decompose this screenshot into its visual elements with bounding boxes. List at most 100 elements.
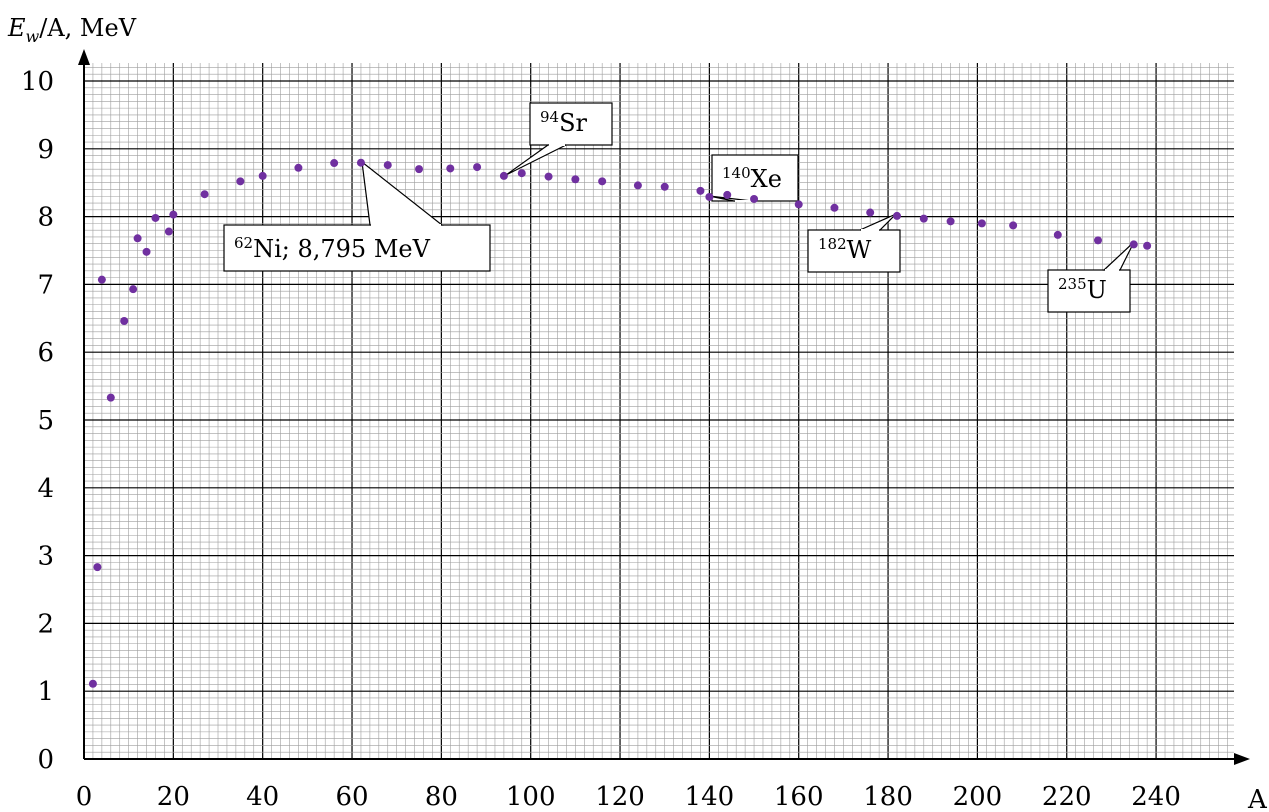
data-point	[356, 158, 365, 167]
data-point	[294, 163, 303, 172]
x-tick-label: 120	[595, 782, 645, 812]
annotation-label: 182W	[818, 235, 872, 264]
data-point	[142, 247, 151, 256]
chart-annotations: 62Ni; 8,795 MeV 94Sr 140Xe 182W 235U	[223, 102, 1135, 313]
data-point	[696, 186, 705, 195]
x-tick-label: 20	[157, 782, 190, 812]
x-tick-label: 80	[425, 782, 458, 812]
annotation-element: Xe	[751, 165, 782, 193]
data-point	[169, 210, 178, 219]
y-tick-label: 4	[37, 474, 54, 504]
y-tick-label: 5	[37, 406, 54, 436]
annotation-label: 94Sr	[540, 108, 588, 137]
annotation-element: Sr	[559, 109, 587, 137]
y-tick-label: 6	[37, 338, 54, 368]
y-tick-label: 3	[37, 542, 54, 572]
x-tick-label: 180	[863, 782, 913, 812]
data-point	[236, 177, 245, 186]
x-tick-label: 100	[506, 782, 556, 812]
data-point	[660, 182, 669, 191]
y-tick-label: 1	[37, 677, 54, 707]
y-axis-arrow	[78, 49, 90, 65]
x-tick-label: 220	[1042, 782, 1092, 812]
chart-points	[88, 158, 1152, 688]
chart-tick-labels: 0 20 40 60 80 100 120 140 160 180 200 220 240 0 1 2 3 4 5 6…	[21, 67, 1181, 812]
data-point	[1009, 221, 1018, 230]
data-point	[258, 171, 267, 180]
data-point	[750, 194, 759, 203]
data-point	[383, 161, 392, 170]
data-point	[705, 192, 714, 201]
data-point	[330, 159, 339, 168]
data-point	[598, 177, 607, 186]
y-tick-label: 8	[37, 203, 54, 233]
data-point	[1094, 236, 1103, 245]
annotation-w: 182W	[807, 213, 901, 273]
annotation-sr: 94Sr	[505, 102, 613, 176]
data-point	[473, 163, 482, 172]
data-point	[151, 213, 160, 222]
annotation-label: 140Xe	[722, 164, 782, 193]
y-tick-label: 10	[21, 67, 54, 97]
data-point	[133, 234, 142, 243]
chart-axes	[78, 49, 1250, 765]
annotation-label: 235U	[1058, 275, 1107, 304]
data-point	[866, 208, 875, 217]
annotation-mass: 62	[234, 234, 253, 252]
data-point	[830, 203, 839, 212]
annotation-element: Ni; 8,795 MeV	[253, 235, 431, 263]
data-point	[97, 275, 106, 284]
annotation-box	[223, 224, 491, 272]
annotation-pointer	[505, 144, 567, 176]
data-point	[88, 679, 97, 688]
annotation-u: 235U	[1047, 241, 1135, 313]
data-point	[446, 164, 455, 173]
data-point	[723, 190, 732, 199]
annotation-mass: 182	[818, 235, 847, 253]
chart-grid	[84, 63, 1234, 759]
annotation-element: U	[1087, 276, 1107, 304]
x-tick-label: 60	[335, 782, 368, 812]
data-point	[1053, 230, 1062, 239]
x-tick-label: 240	[1131, 782, 1181, 812]
data-point	[415, 165, 424, 174]
data-point	[164, 227, 173, 236]
x-tick-label: 40	[246, 782, 279, 812]
annotation-xe: 140Xe	[708, 154, 799, 202]
annotation-box	[807, 229, 901, 273]
x-tick-label: 0	[76, 782, 93, 812]
y-tick-label: 9	[37, 135, 54, 165]
y-tick-label: 0	[37, 745, 54, 775]
data-point	[544, 172, 553, 181]
data-point	[892, 211, 901, 220]
annotation-box	[529, 102, 613, 146]
x-tick-label: 160	[774, 782, 824, 812]
y-tick-label: 7	[37, 270, 54, 300]
data-point	[1129, 240, 1138, 249]
annotation-mass: 235	[1058, 275, 1087, 293]
data-point	[633, 181, 642, 190]
data-point	[106, 393, 115, 402]
annotation-pointer	[361, 160, 444, 226]
chart-axis-titles: Ew/A, MeV A	[7, 14, 1268, 812]
data-point	[977, 219, 986, 228]
x-axis-arrow	[1234, 753, 1250, 765]
data-point	[919, 214, 928, 223]
y-tick-label: 2	[37, 609, 54, 639]
data-point	[200, 190, 209, 199]
data-point	[794, 200, 803, 209]
data-point	[499, 171, 508, 180]
x-axis-title: A	[1247, 785, 1268, 812]
data-point	[129, 285, 138, 294]
data-point	[946, 217, 955, 226]
x-tick-label: 200	[953, 782, 1003, 812]
data-point	[93, 563, 102, 572]
x-tick-label: 140	[685, 782, 735, 812]
data-point	[517, 169, 526, 178]
data-point	[1143, 241, 1152, 250]
annotation-box	[1047, 269, 1131, 313]
data-point	[571, 175, 580, 184]
annotation-mass: 140	[722, 164, 751, 182]
annotation-label: 62Ni; 8,795 MeV	[234, 234, 431, 263]
